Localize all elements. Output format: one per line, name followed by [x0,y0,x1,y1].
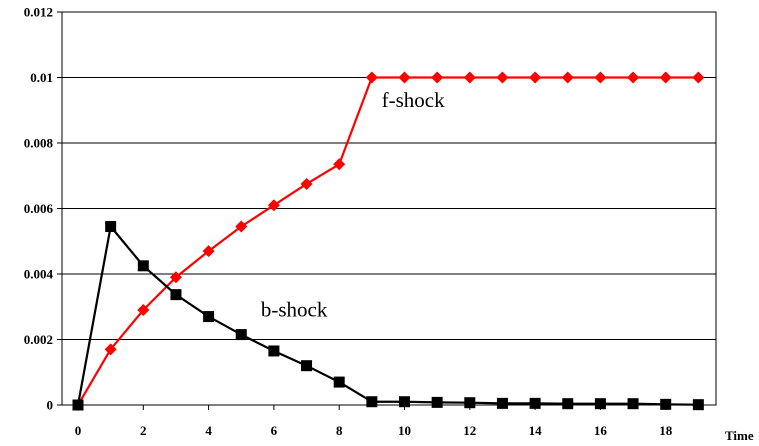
data-point-f-shock [659,71,672,84]
data-point-f-shock [496,71,509,84]
data-point-f-shock [692,71,705,84]
data-point-f-shock [202,245,215,258]
y-tick-label: 0.004 [24,267,54,282]
data-point-f-shock [333,158,346,171]
data-point-b-shock [562,398,574,410]
x-tick-label: 0 [75,423,82,438]
data-point-b-shock [203,311,215,323]
y-tick-label: 0.012 [24,5,53,20]
data-point-f-shock [300,177,313,190]
data-point-f-shock [137,304,150,317]
data-point-b-shock [529,397,541,409]
x-tick-label: 2 [140,423,147,438]
x-tick-label: 4 [205,423,212,438]
data-point-b-shock [170,289,182,301]
series-markers [72,71,705,411]
data-point-b-shock [464,397,476,409]
data-point-b-shock [333,376,345,388]
data-point-b-shock [660,398,672,410]
x-tick-label: 16 [594,423,608,438]
series-line-f-shock [77,76,699,406]
x-tick-label: 6 [271,423,278,438]
data-point-b-shock [301,360,313,372]
data-point-b-shock [692,399,704,411]
data-point-f-shock [398,71,411,84]
data-point-b-shock [399,396,410,408]
data-point-b-shock [627,398,639,410]
x-tick-label: 12 [463,423,476,438]
series-annotation-f-shock: f-shock [382,88,445,112]
data-point-b-shock [137,260,149,272]
series-annotations: f-shock b-shock [261,88,445,322]
x-tick-label: 14 [529,423,543,438]
grid-lines [62,11,716,340]
x-tick-label: 18 [659,423,673,438]
data-point-b-shock [268,345,280,357]
data-point-f-shock [431,71,444,84]
y-tick-label: 0.008 [24,136,54,151]
data-point-f-shock [529,71,542,84]
data-point-b-shock [72,399,84,411]
plot-frame [61,11,717,406]
y-tick-label: 0.01 [30,70,53,85]
data-point-f-shock [104,343,117,356]
x-axis-title: Time [725,428,754,443]
series-annotation-b-shock: b-shock [261,298,328,322]
axes [57,11,717,410]
data-point-b-shock [235,329,247,341]
data-point-f-shock [267,199,280,212]
data-point-f-shock [365,71,378,84]
y-tick-label: 0.002 [24,332,53,347]
data-point-f-shock [594,71,607,84]
data-point-b-shock [496,397,508,409]
data-point-f-shock [235,220,248,233]
series-lines [76,76,699,406]
y-tick-label: 0 [47,398,54,413]
y-tick-label: 0.006 [24,201,54,216]
data-point-f-shock [561,71,574,84]
data-point-b-shock [366,396,378,408]
series-line-b-shock [76,225,699,406]
data-point-b-shock [594,398,606,410]
x-tick-label: 10 [398,423,411,438]
data-point-f-shock [627,71,640,84]
x-tick-label: 8 [336,423,343,438]
tick-labels: 0 0.002 0.004 0.006 0.008 0.01 0.012 0 2 4 6 8 10 12 1… [24,5,673,439]
data-point-f-shock [463,71,476,84]
data-point-b-shock [105,221,117,233]
data-point-f-shock [169,271,182,284]
data-point-b-shock [431,396,443,408]
